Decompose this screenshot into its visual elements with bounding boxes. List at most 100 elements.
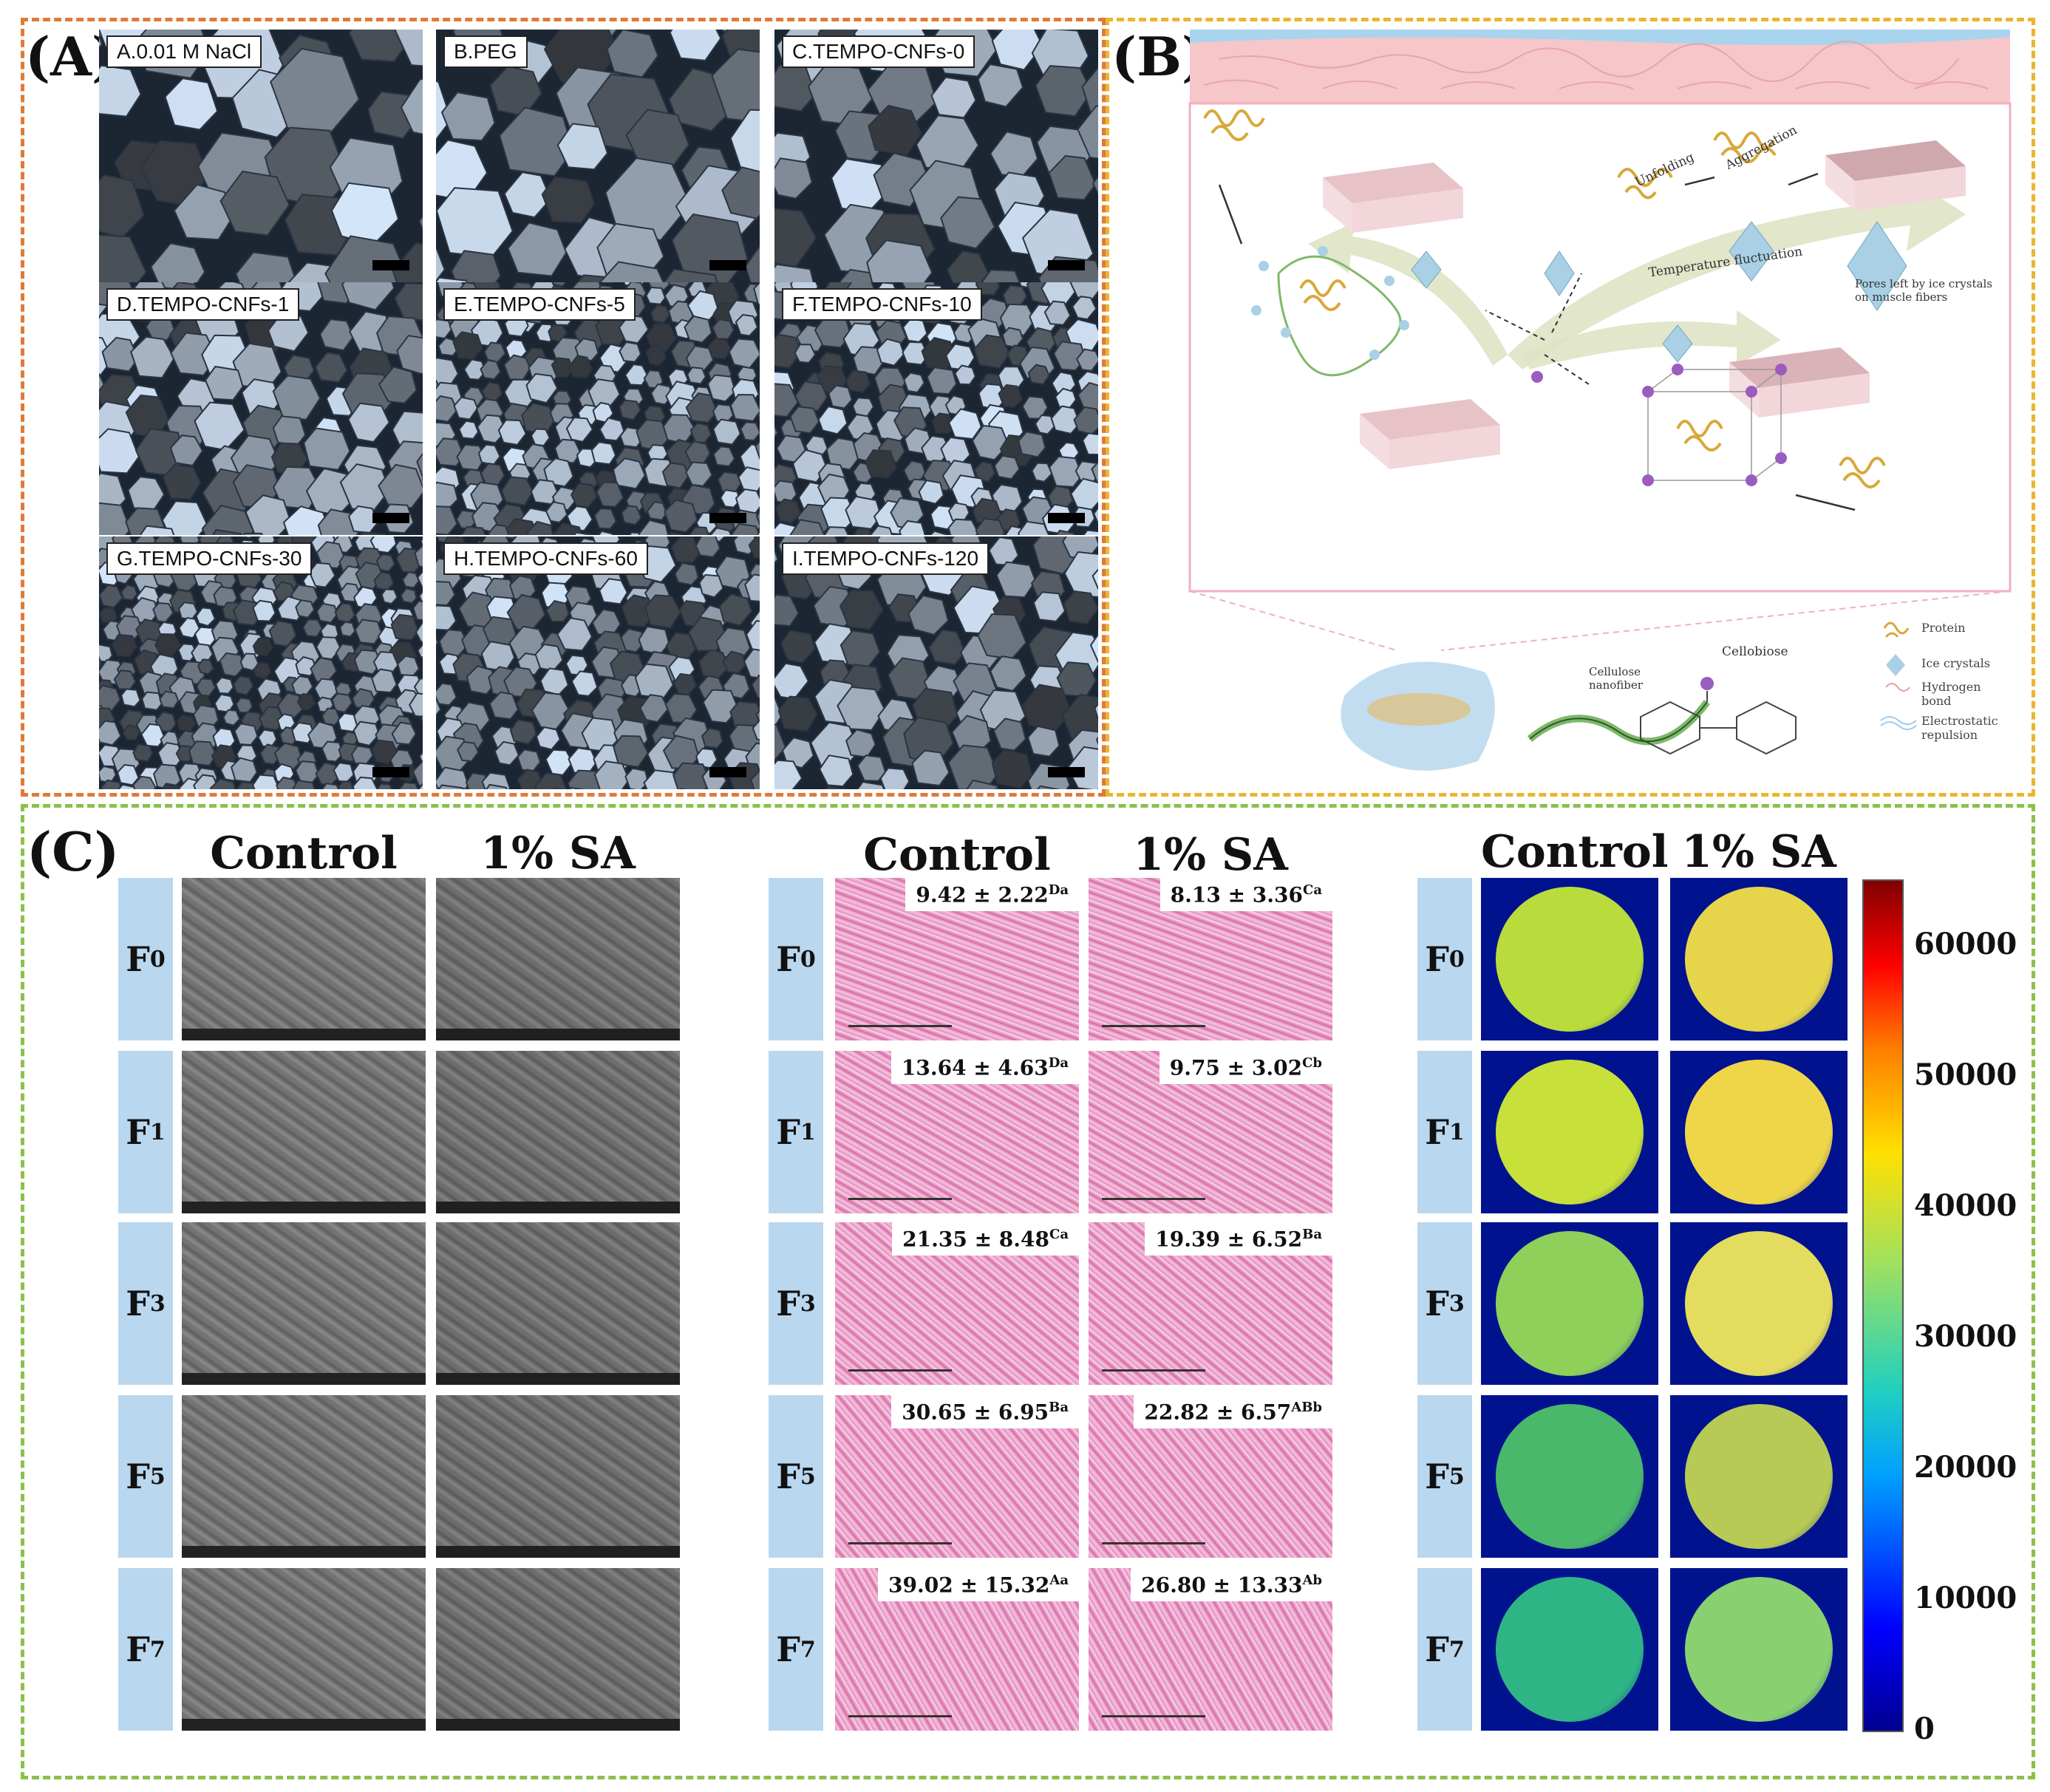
he-value-control: 39.02 ± 15.32Aa [878,1568,1079,1602]
he-sa-4: 26.80 ± 13.33Ab [1089,1568,1332,1731]
colorbar-tick-label: 20000 [1914,1450,2017,1485]
legend-ice: Ice crystals [1921,656,1990,670]
he-value-sa: 26.80 ± 13.33Ab [1131,1568,1332,1602]
sem-control-0 [182,878,426,1040]
sem-info-bar [436,1719,680,1731]
scale-bar [372,513,409,523]
heatmap-control-2 [1481,1222,1658,1385]
row-tab-letter: F [126,1112,150,1152]
sem-info-bar [436,1373,680,1385]
heatmap-sa-4 [1670,1568,1848,1731]
he-sa-2: 19.39 ± 6.52Ba [1089,1222,1332,1385]
he-value-text: 26.80 ± 13.33 [1141,1573,1303,1598]
row-tab-letter: F [776,1457,800,1496]
label-pores: Pores left by ice crystals on muscle fib… [1855,277,1992,304]
heatmap-sa-3 [1670,1395,1848,1558]
micrograph-caption: A.0.01 M NaCl [106,35,262,68]
heatmap-disc [1496,1577,1644,1722]
row-tab-subscript: 7 [149,1636,166,1663]
heatmap-disc [1685,1577,1833,1722]
row-tab-subscript: 5 [800,1463,816,1490]
heatmap-disc [1496,1404,1644,1549]
he-value-superscript: Ab [1302,1573,1322,1588]
row-tab-subscript: 0 [149,946,166,972]
sem-info-bar [182,1373,426,1385]
he-value-text: 19.39 ± 6.52 [1155,1227,1303,1252]
scale-bar [709,767,746,777]
he-scale-bar [848,1369,952,1372]
micrograph-b: B.PEG [436,30,760,282]
he-value-superscript: Da [1048,882,1069,898]
row-tab-subscript: 1 [800,1119,816,1145]
sem-info-bar [182,1029,426,1040]
sem-info-bar [182,1202,426,1213]
he-control-4: 39.02 ± 15.32Aa [835,1568,1079,1731]
he-value-text: 39.02 ± 15.32 [888,1573,1050,1598]
scale-bar [372,260,409,270]
he-value-superscript: Cb [1302,1055,1322,1071]
he-value-text: 30.65 ± 6.95 [902,1400,1049,1425]
panel-c-frame [21,804,2035,1779]
micrograph-d: D.TEMPO-CNFs-1 [99,282,423,535]
micrograph-caption: I.TEMPO-CNFs-120 [782,542,990,575]
sem-sa-4 [436,1568,680,1731]
row-tab-letter: F [776,1112,800,1152]
sem-sa-0 [436,878,680,1040]
column-header-control: Control [1481,826,1669,878]
colorbar-tick-label: 10000 [1914,1581,2017,1616]
row-tab-subscript: 5 [1448,1463,1465,1490]
heatmap-sa-0 [1670,878,1848,1040]
micrograph-f: F.TEMPO-CNFs-10 [774,282,1098,535]
column-header-control: Control [210,828,398,879]
sem-info-bar [182,1719,426,1731]
heatmap-disc [1496,1231,1644,1376]
row-tab-subscript: 1 [1448,1119,1465,1145]
heatmap-control-0 [1481,878,1658,1040]
he-value-control: 9.42 ± 2.22Da [905,878,1079,912]
row-tab-letter: F [126,1284,150,1323]
he-value-superscript: Da [1048,1055,1069,1071]
row-tab-subscript: 7 [800,1636,816,1663]
heatmap-disc [1685,1060,1833,1205]
label-cellulose: Cellulose nanofiber [1589,665,1643,692]
he-sa-3: 22.82 ± 6.57ABb [1089,1395,1332,1558]
column-header-control: Control [863,829,1051,881]
he-value-sa: 19.39 ± 6.52Ba [1145,1222,1332,1256]
colorbar-tick-label: 60000 [1914,927,2017,962]
he-scale-bar [1102,1369,1205,1372]
row-tab-subscript: 7 [1448,1636,1465,1663]
micrograph-caption: E.TEMPO-CNFs-5 [443,288,636,321]
row-tab-letter: F [776,1284,800,1323]
label-cellobiose: Cellobiose [1722,644,1788,659]
heatmap-disc [1496,887,1644,1032]
he-control-2: 21.35 ± 8.48Ca [835,1222,1079,1385]
scale-bar [1048,260,1085,270]
he-control-1: 13.64 ± 4.63Da [835,1051,1079,1213]
row-tab-letter: F [1425,1112,1449,1152]
panel-a-frame [21,18,1106,797]
sem-info-bar [436,1546,680,1558]
row-tab-letter: F [776,1629,800,1669]
micrograph-e: E.TEMPO-CNFs-5 [436,282,760,535]
row-tab-subscript: 3 [800,1290,816,1317]
he-value-text: 22.82 ± 6.57 [1144,1400,1292,1425]
sem-info-bar [436,1029,680,1040]
row-tab-subscript: 3 [1448,1290,1465,1317]
he-sa-0: 8.13 ± 3.36Ca [1089,878,1332,1040]
legend-hbond: Hydrogen bond [1921,680,1981,708]
legend-protein: Protein [1921,621,1966,635]
micrograph-caption: F.TEMPO-CNFs-10 [782,288,982,321]
micrograph-g: G.TEMPO-CNFs-30 [99,536,423,789]
he-value-control: 21.35 ± 8.48Ca [892,1222,1079,1256]
micrograph-caption: C.TEMPO-CNFs-0 [782,35,975,68]
